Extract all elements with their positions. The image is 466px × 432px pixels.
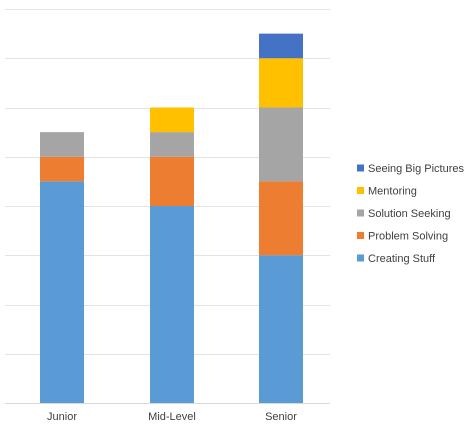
legend-label: Solution Seeking <box>368 208 451 220</box>
legend: Seeing Big Pictures Mentoring Solution See… <box>357 163 464 265</box>
bar-senior-seeing-big-pictures <box>259 33 303 59</box>
legend-item-solution-seeking: Solution Seeking <box>357 208 451 220</box>
bar-mid-level-solution-seeking <box>150 132 194 157</box>
legend-swatch <box>357 232 364 239</box>
bar-junior-problem-solving <box>40 156 84 182</box>
x-tick-label: Junior <box>47 411 77 423</box>
legend-swatch <box>357 254 364 262</box>
legend-swatch <box>357 187 364 194</box>
x-tick-label: Senior <box>265 411 297 423</box>
legend-label: Seeing Big Pictures <box>368 163 464 175</box>
legend-item-seeing-big-pictures: Seeing Big Pictures <box>357 163 464 175</box>
bars <box>40 33 303 403</box>
bar-senior-creating-stuff <box>259 255 303 403</box>
x-tick-label: Mid-Level <box>148 411 196 423</box>
bar-mid-level-problem-solving <box>150 156 194 206</box>
legend-swatch <box>357 209 364 217</box>
bar-mid-level-mentoring <box>150 107 194 133</box>
legend-item-mentoring: Mentoring <box>357 186 417 198</box>
legend-item-problem-solving: Problem Solving <box>357 231 448 243</box>
legend-label: Mentoring <box>368 186 417 198</box>
bar-senior-solution-seeking <box>259 107 303 182</box>
legend-item-creating-stuff: Creating Stuff <box>357 253 436 265</box>
legend-label: Problem Solving <box>368 231 448 243</box>
x-axis: Junior Mid-Level Senior <box>47 411 297 423</box>
bar-junior-solution-seeking <box>40 132 84 157</box>
legend-swatch <box>357 164 364 172</box>
bar-senior-mentoring <box>259 58 303 108</box>
bar-mid-level-creating-stuff <box>150 206 194 403</box>
bar-senior-problem-solving <box>259 181 303 256</box>
legend-label: Creating Stuff <box>368 253 436 265</box>
bar-junior-creating-stuff <box>40 181 84 403</box>
